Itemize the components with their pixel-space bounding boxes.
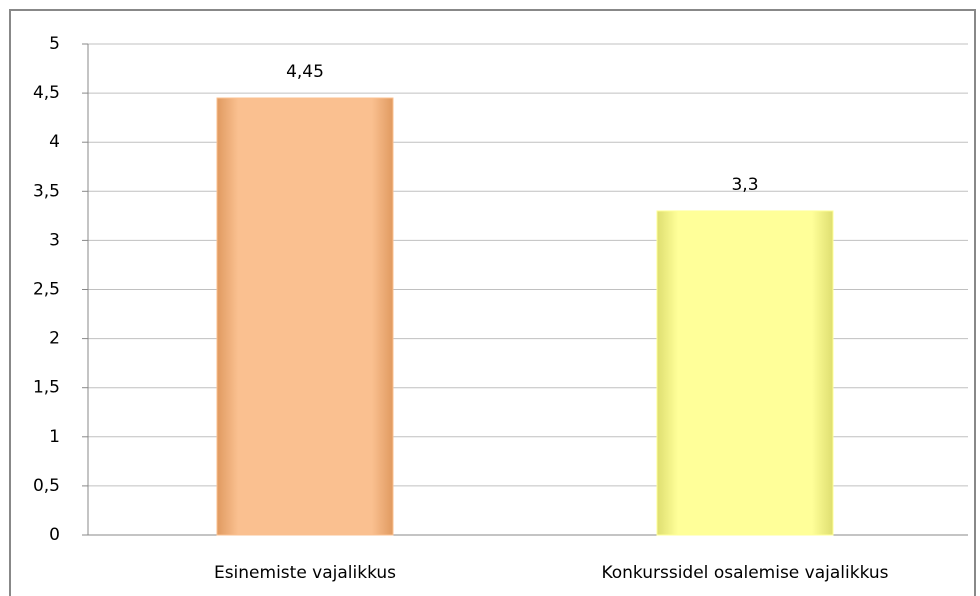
y-tick-label: 1 xyxy=(49,427,60,447)
y-tick-label: 2,5 xyxy=(33,280,60,300)
y-tick-label: 0 xyxy=(49,525,60,545)
bar xyxy=(656,210,834,536)
x-tick-label: Esinemiste vajalikkus xyxy=(214,563,396,583)
x-tick-label: Konkurssidel osalemise vajalikkus xyxy=(601,563,888,583)
value-label: 4,45 xyxy=(286,62,324,82)
y-tick-label: 0,5 xyxy=(33,476,60,496)
bar xyxy=(216,97,394,536)
y-tick-label: 4 xyxy=(49,132,60,152)
value-label: 3,3 xyxy=(731,175,758,195)
y-tick-label: 3,5 xyxy=(33,181,60,201)
y-tick-label: 3 xyxy=(49,230,60,250)
y-tick-label: 4,5 xyxy=(33,83,60,103)
y-tick-label: 5 xyxy=(49,34,60,54)
y-tick-label: 2 xyxy=(49,329,60,349)
y-tick-label: 1,5 xyxy=(33,378,60,398)
